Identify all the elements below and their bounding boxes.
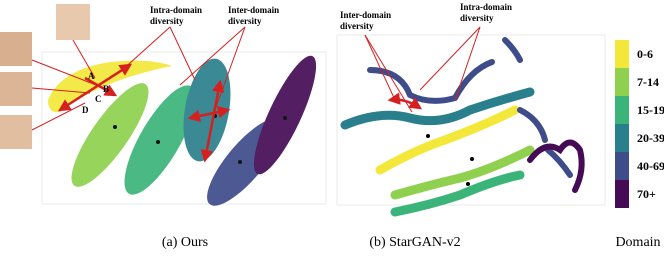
annotation: Intra-domain diversity	[150, 5, 204, 26]
face	[56, 4, 90, 40]
legend-label: 40-69	[637, 159, 664, 173]
legend-label: 7-14	[637, 75, 659, 89]
cluster	[390, 170, 525, 217]
cluster	[253, 55, 317, 175]
clusters-b	[340, 37, 585, 217]
legend-label: 20-39	[637, 131, 664, 145]
legend-label: 15-19	[637, 103, 664, 117]
legend-label: 0-6	[637, 47, 653, 61]
annotation: Inter-domain diversity	[228, 5, 281, 26]
plot-frame	[41, 51, 327, 205]
annotation: Inter-domain diversity	[340, 10, 393, 31]
legend: 0-6 7-14 15-19 20-39 40-69 70+	[615, 40, 664, 208]
point-label: A	[88, 71, 95, 81]
plot-frame	[336, 34, 606, 206]
legend-swatch	[615, 180, 629, 208]
caption: (a) Ours	[162, 235, 208, 250]
annotation: Intra-domain diversity	[460, 2, 514, 23]
cluster	[375, 105, 520, 175]
face	[0, 115, 32, 149]
legend-swatch	[615, 152, 629, 180]
legend-swatch	[615, 68, 629, 96]
face	[0, 72, 32, 106]
cluster	[340, 87, 535, 130]
cluster	[124, 85, 196, 195]
cluster	[367, 37, 573, 178]
point-label: D	[82, 105, 89, 115]
legend-swatch	[615, 96, 629, 124]
point-label: C	[95, 94, 102, 104]
point-label: B	[103, 84, 109, 94]
face-images	[0, 4, 97, 149]
caption: (b) StarGAN-v2	[369, 235, 460, 250]
legend-label: 70+	[637, 187, 656, 201]
cluster	[390, 145, 535, 200]
legend-swatch	[615, 40, 629, 68]
legend-swatch	[615, 124, 629, 152]
cluster	[527, 139, 585, 193]
legend-title: Domain	[615, 235, 660, 250]
face	[0, 32, 32, 66]
